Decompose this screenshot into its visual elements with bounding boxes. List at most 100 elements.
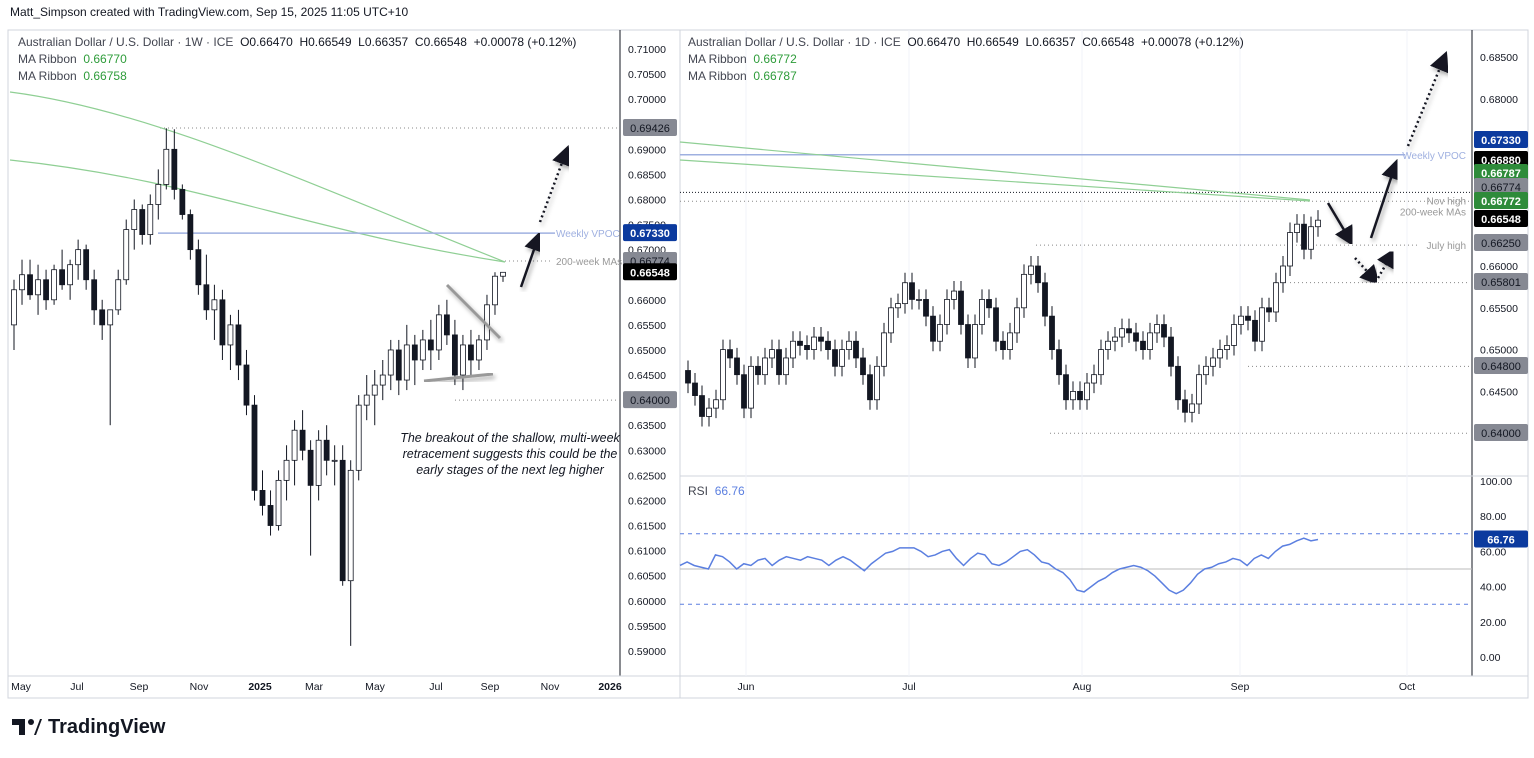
daily-price-label-bg: [1474, 178, 1528, 195]
daily-close: C0.66548: [1082, 35, 1135, 49]
weekly-ma2-label[interactable]: MA Ribbon: [18, 69, 77, 83]
daily-candle-body: [1287, 232, 1293, 267]
daily-candle-body: [1182, 399, 1188, 413]
daily-candle-body: [1070, 390, 1076, 401]
tradingview-logo[interactable]: TradingView: [12, 716, 165, 739]
weekly-candle-body: [299, 429, 306, 451]
weekly-candle-body: [379, 374, 386, 386]
weekly-candle-body: [363, 394, 370, 406]
daily-candle-body: [1301, 223, 1307, 250]
daily-symbol-title: Australian Dollar / U.S. Dollar · 1D · I…: [688, 35, 901, 49]
weekly-resistance-trendline: [445, 283, 502, 340]
daily-y-tick: 0.65500: [1480, 303, 1518, 315]
weekly-candle-body: [307, 449, 314, 486]
daily-ma2-label[interactable]: MA Ribbon: [688, 69, 747, 83]
weekly-candle-body: [203, 284, 210, 311]
daily-candle-body: [1273, 282, 1279, 313]
rsi-value-label: 66.76: [1487, 535, 1515, 547]
daily-candle-body: [1035, 265, 1041, 284]
weekly-y-tick: 0.65500: [628, 320, 666, 332]
weekly-open: O0.66470: [240, 35, 293, 49]
weekly-y-tick: 0.64500: [628, 370, 666, 382]
weekly-candle-body: [355, 404, 362, 471]
daily-candle-body: [937, 324, 943, 342]
weekly-price-label-bg: [623, 391, 677, 409]
daily-candle-body: [685, 370, 691, 384]
daily-candle-body: [1049, 315, 1055, 351]
daily-candle-body: [720, 349, 726, 401]
rsi-y-tick: 100.00: [1480, 476, 1512, 488]
weekly-change: +0.00078 (+0.12%): [473, 35, 577, 49]
daily-x-tick: Oct: [1399, 681, 1415, 693]
weekly-candle-body: [99, 309, 106, 326]
daily-candle-body: [1238, 315, 1244, 325]
weekly-candle-body: [107, 309, 114, 326]
daily-price-label-bg: [1474, 210, 1528, 227]
daily-candle-body: [1021, 273, 1027, 309]
daily-candle-body: [1133, 332, 1139, 342]
daily-y-tick: 0.64500: [1480, 386, 1518, 398]
daily-price-label-bg: [1474, 273, 1528, 290]
weekly-candle-body: [131, 209, 138, 230]
daily-candle-body: [804, 345, 810, 351]
weekly-panel-frame: [7, 29, 681, 699]
daily-candle-body: [1154, 324, 1160, 334]
weekly-x-tick: Sep: [481, 681, 500, 693]
weekly-candle-body: [139, 209, 146, 235]
daily-price-label: 0.66250: [1481, 238, 1521, 250]
daily-x-tick: Jul: [902, 681, 915, 693]
daily-x-tick: Sep: [1231, 681, 1250, 693]
daily-price-label-bg: [1474, 164, 1528, 181]
daily-candle-body: [902, 282, 908, 305]
rsi-line: [679, 537, 1319, 595]
weekly-x-tick: Jul: [429, 681, 442, 693]
daily-candle-body: [1203, 365, 1209, 376]
weekly-ma-ribbon-1: [9, 91, 506, 263]
daily-candle-body: [944, 299, 950, 325]
daily-candle-body: [874, 365, 880, 401]
daily-candle-body: [958, 290, 964, 325]
daily-candle-body: [1210, 357, 1216, 367]
weekly-candle-body: [67, 264, 74, 286]
weekly-price-label-bg: [623, 263, 677, 281]
weekly-candle-body: [315, 439, 322, 486]
daily-candle-body: [979, 299, 985, 325]
weekly-y-tick: 0.63500: [628, 420, 666, 432]
weekly-y-tick: 0.69000: [628, 144, 666, 156]
daily-candle-body: [741, 374, 747, 409]
daily-candle-body: [881, 332, 887, 367]
daily-candle-body: [825, 340, 831, 350]
weekly-candle-body: [235, 324, 242, 366]
daily-candle-body: [909, 282, 915, 300]
weekly-low: L0.66357: [358, 35, 409, 49]
weekly-candle-body: [387, 349, 394, 376]
weekly-price-label: 0.66548: [630, 267, 670, 279]
weekly-candle-body: [435, 314, 442, 351]
weekly-candle-body: [43, 279, 49, 301]
weekly-candle-body: [339, 459, 346, 582]
weekly-price-label: 0.64000: [630, 395, 670, 407]
daily-candle-body: [783, 357, 789, 376]
daily-candle-body: [916, 299, 922, 301]
weekly-candle-body: [123, 229, 130, 281]
daily-ma1-label[interactable]: MA Ribbon: [688, 52, 747, 66]
weekly-candle-body: [395, 349, 402, 381]
weekly-candle-body: [403, 344, 410, 381]
daily-x-tick: Jun: [738, 681, 755, 693]
daily-legend: Australian Dollar / U.S. Dollar · 1D · I…: [688, 34, 1244, 85]
weekly-candle-body: [460, 344, 466, 376]
weekly-candle-body: [419, 339, 426, 361]
daily-y-tick: 0.66000: [1480, 261, 1518, 273]
weekly-symbol-title: Australian Dollar / U.S. Dollar · 1W · I…: [18, 35, 234, 49]
weekly-candle-body: [155, 184, 162, 205]
daily-candle-body: [1245, 315, 1251, 321]
rsi-label[interactable]: RSI: [688, 484, 709, 498]
daily-candle-body: [930, 315, 936, 342]
daily-open: O0.66470: [907, 35, 961, 49]
weekly-candle-body: [35, 279, 41, 296]
weekly-ma1-label[interactable]: MA Ribbon: [18, 52, 77, 66]
weekly-candle-body: [371, 384, 378, 396]
daily-y-tick: 0.68000: [1480, 94, 1518, 106]
weekly-y-tick: 0.59000: [628, 646, 666, 658]
